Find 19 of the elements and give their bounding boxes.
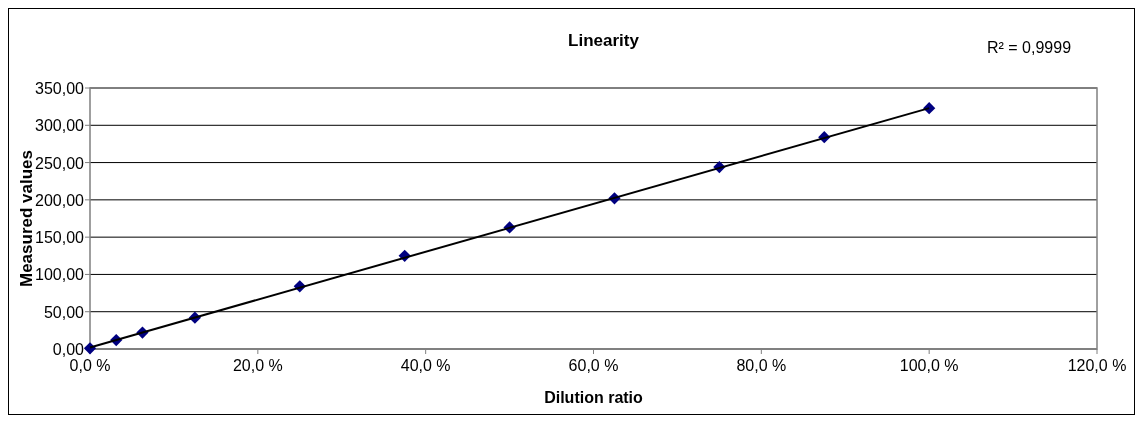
x-tick-label: 20,0 % bbox=[232, 357, 283, 374]
x-tick-label: 0,0 % bbox=[69, 357, 111, 374]
y-tick-label: 0,00 bbox=[52, 341, 85, 358]
x-tick-label: 80,0 % bbox=[736, 357, 787, 374]
y-tick-label: 250,00 bbox=[35, 154, 85, 172]
x-tick-label: 100,0 % bbox=[899, 357, 959, 374]
y-tick-label: 150,00 bbox=[35, 229, 85, 247]
text: R² = 0,9999 bbox=[987, 39, 1072, 56]
chart-title: Linearity bbox=[568, 31, 640, 50]
y-tick-label: 100,00 bbox=[35, 266, 85, 284]
y-tick-label: 200,00 bbox=[35, 191, 85, 209]
x-tick-label: 120,0 % bbox=[1067, 357, 1127, 374]
x-tick-label: 40,0 % bbox=[400, 357, 451, 374]
y-tick-label: 300,00 bbox=[35, 117, 85, 135]
y-tick-label: 350,00 bbox=[35, 80, 85, 97]
x-tick-label: 60,0 % bbox=[568, 357, 619, 374]
y-tick-label: 50,00 bbox=[43, 303, 85, 321]
x-axis-title: Dilution ratio bbox=[544, 389, 644, 406]
y-axis-title: Measured values bbox=[17, 149, 36, 288]
